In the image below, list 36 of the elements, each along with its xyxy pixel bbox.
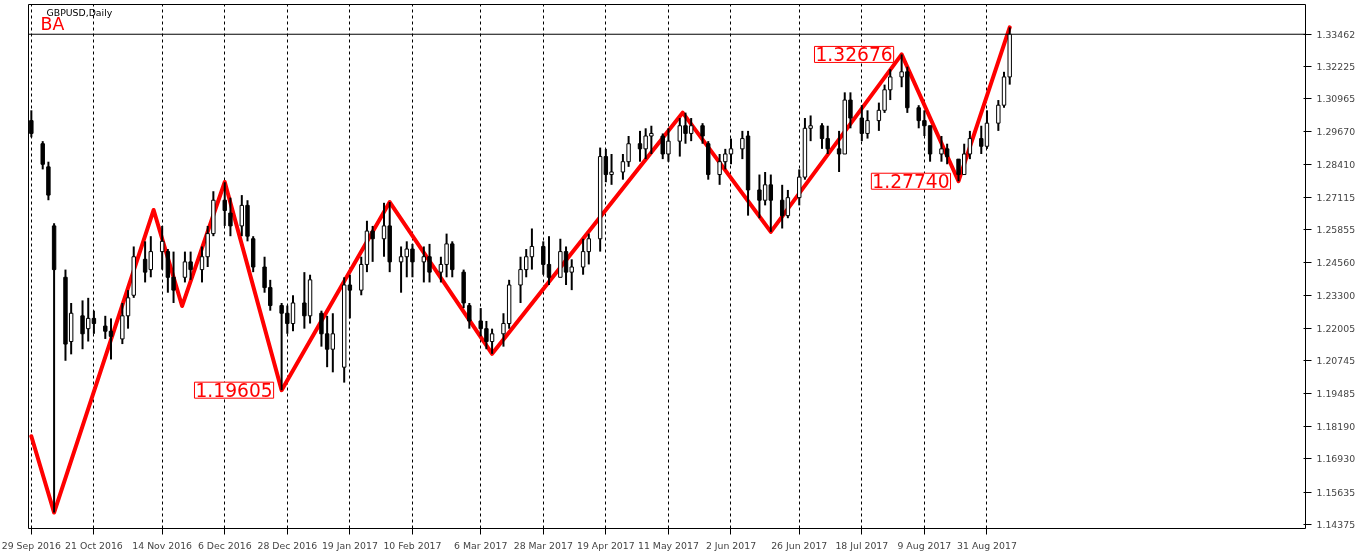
y-tick-label: 1.20745: [1316, 355, 1356, 367]
x-tick-label: 10 Feb 2017: [383, 539, 442, 551]
annotation: 1.19605: [195, 380, 273, 402]
x-tick-label: 2 Jun 2017: [705, 539, 757, 551]
x-tick-label: 21 Oct 2016: [65, 539, 123, 551]
chart-title: GBPUSD,Daily: [46, 7, 113, 18]
y-tick-label: 1.19485: [1316, 387, 1356, 399]
annotation: 1.27740: [872, 171, 950, 193]
x-tick-label: 14 Nov 2016: [132, 539, 193, 551]
x-tick-label: 6 Dec 2016: [197, 539, 252, 551]
x-tick-label: 28 Mar 2017: [513, 539, 573, 551]
x-tick-label: 29 Sep 2016: [1, 539, 61, 551]
y-tick-label: 1.25855: [1316, 224, 1356, 236]
x-tick-label: 19 Apr 2017: [577, 539, 635, 551]
ref-line-label: 1.33462: [1316, 28, 1356, 40]
x-tick-label: 11 May 2017: [638, 539, 699, 551]
x-tick-label: 9 Aug 2017: [897, 539, 952, 551]
y-tick-label: 1.23300: [1316, 289, 1356, 301]
annotation: 1.32676: [815, 44, 893, 66]
x-tick-label: 28 Dec 2016: [257, 539, 318, 551]
x-tick-label: 6 Mar 2017: [454, 539, 508, 551]
y-tick-label: 1.18190: [1316, 421, 1356, 433]
y-tick-label: 1.27115: [1316, 191, 1356, 203]
y-tick-label: 1.24560: [1316, 257, 1356, 269]
x-tick-label: 26 Jun 2017: [771, 539, 828, 551]
y-tick-label: 1.22005: [1316, 323, 1356, 335]
x-tick-label: 19 Jan 2017: [321, 539, 378, 551]
x-tick-label: 31 Aug 2017: [957, 539, 1017, 551]
y-tick-label: 1.29670: [1316, 126, 1356, 138]
y-tick-label: 1.30965: [1316, 92, 1356, 104]
x-tick-label: 18 Jul 2017: [835, 539, 889, 551]
y-tick-label: 1.32225: [1316, 60, 1356, 72]
y-tick-label: 1.15635: [1316, 486, 1356, 498]
y-tick-label: 1.16930: [1316, 453, 1356, 465]
y-tick-label: 1.14375: [1316, 519, 1356, 531]
y-tick-label: 1.28410: [1316, 158, 1356, 170]
